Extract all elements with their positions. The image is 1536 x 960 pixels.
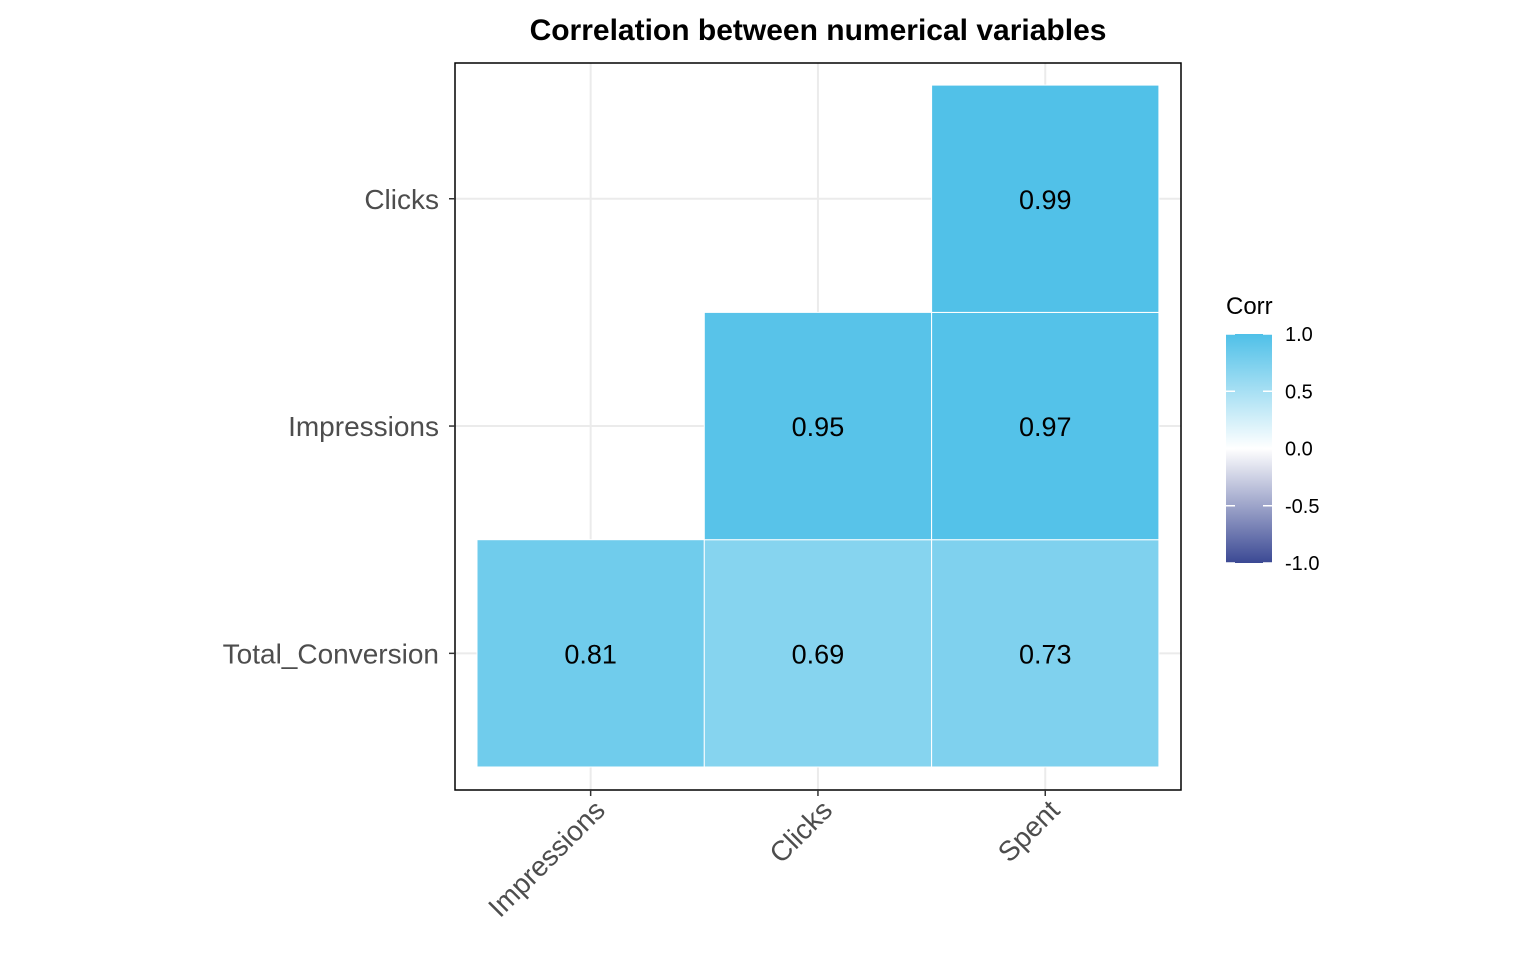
legend-title: Corr: [1226, 293, 1273, 320]
heatmap-cell: [931, 311, 1160, 541]
legend-tick-label: 1.0: [1285, 324, 1313, 346]
heatmap-cell: [931, 84, 1160, 313]
y-tick-label: Total_Conversion: [223, 638, 439, 669]
heatmap-cell: [703, 311, 933, 541]
x-tick-label: Impressions: [482, 794, 611, 923]
cell-value-label: 0.95: [792, 412, 845, 442]
heatmap-cell: [703, 539, 933, 768]
y-tick-label: Impressions: [288, 411, 439, 442]
x-tick-label: Clicks: [763, 794, 838, 869]
legend-tick-label: 0.0: [1285, 439, 1313, 461]
legend-tick-label: -1.0: [1285, 553, 1319, 575]
cell-value-label: 0.97: [1019, 412, 1072, 442]
x-tick-label: Spent: [992, 794, 1066, 868]
cell-value-label: 0.73: [1019, 639, 1072, 669]
cell-value-label: 0.69: [792, 639, 845, 669]
heatmap-cell: [476, 539, 705, 768]
cell-value-label: 0.99: [1019, 185, 1072, 215]
chart-title: Correlation between numerical variables: [530, 14, 1107, 47]
legend-tick-label: 0.5: [1285, 381, 1313, 403]
heatmap-cells: 0.81 0.69 0.73 0.95 0.97 0.99: [476, 84, 1160, 768]
y-tick-label: Clicks: [364, 184, 439, 215]
legend-tick-label: -0.5: [1285, 496, 1319, 518]
cell-value-label: 0.81: [564, 639, 617, 669]
legend: Corr 1.0 0.5 0.0 -0.5 -1.0: [1226, 293, 1319, 575]
